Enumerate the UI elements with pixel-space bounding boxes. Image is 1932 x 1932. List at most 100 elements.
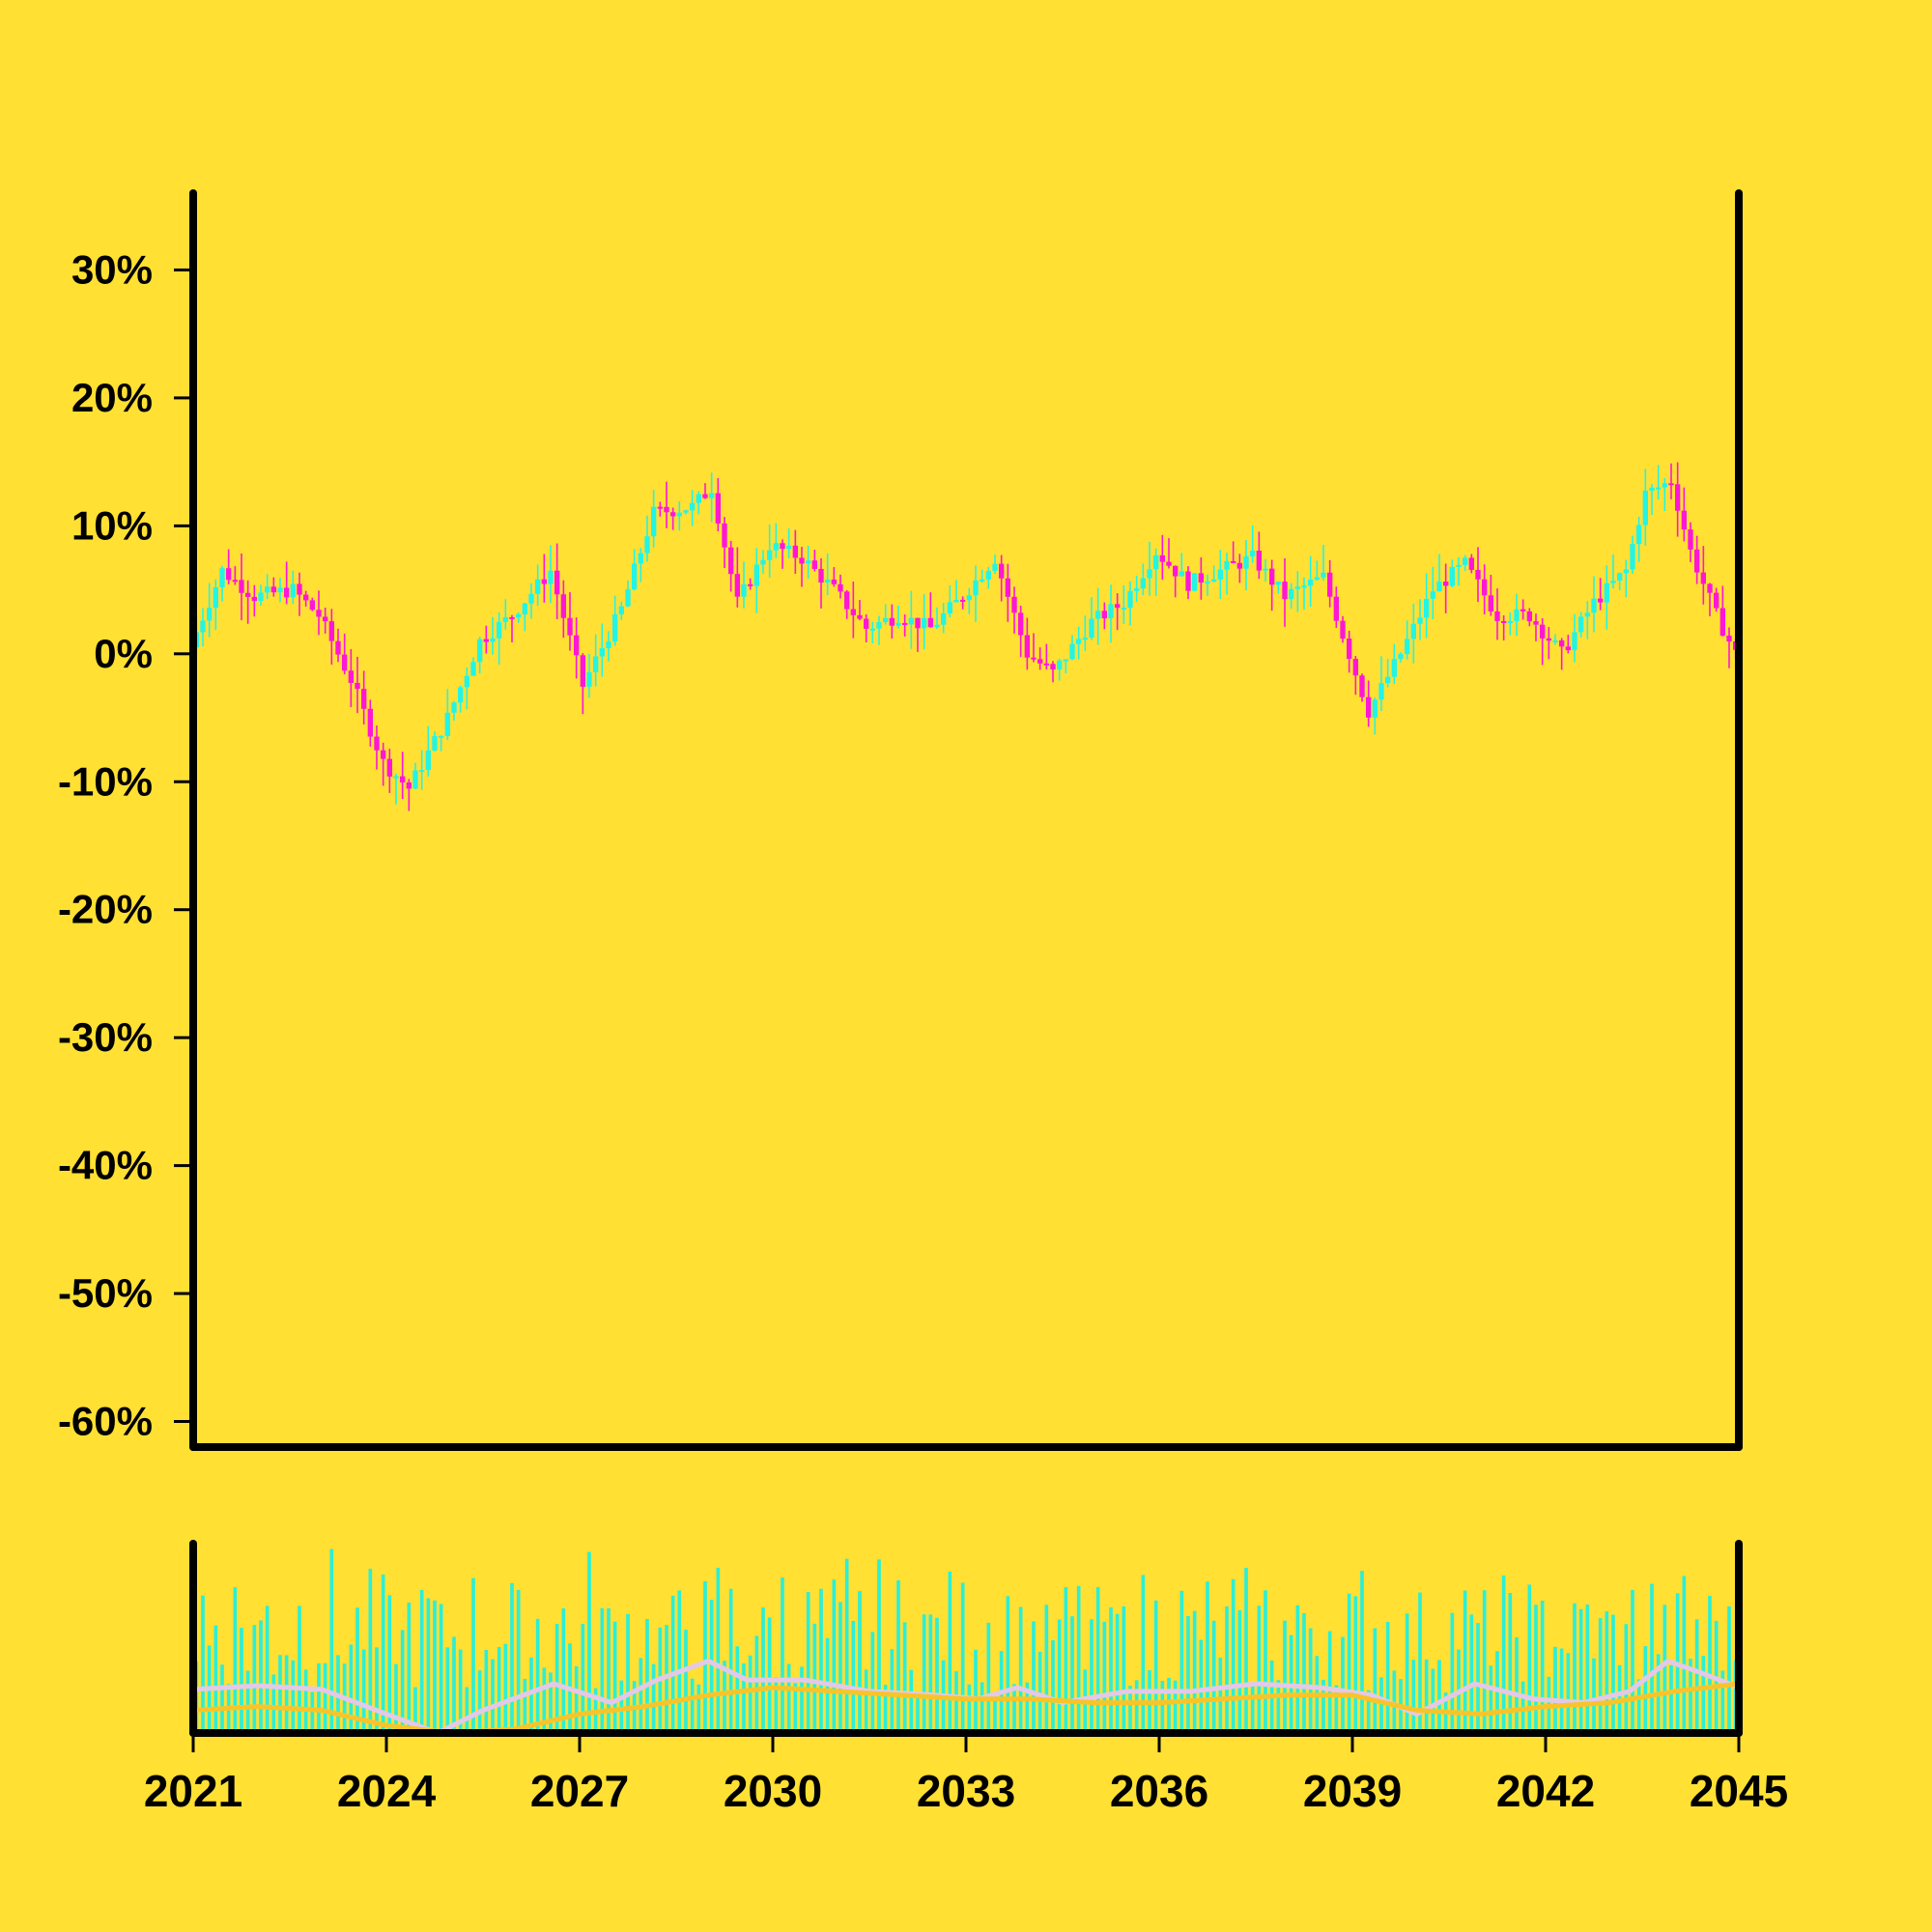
candle-body [328, 621, 334, 641]
candle-body [1185, 571, 1191, 591]
candle [483, 625, 489, 654]
candle [1424, 573, 1430, 639]
volume-bar [600, 1607, 605, 1733]
y-tick-label: 20% [71, 375, 153, 420]
candle-body [490, 638, 496, 642]
candle-body [876, 621, 882, 629]
volume-bar [381, 1574, 385, 1733]
candle-body [799, 557, 805, 564]
volume-bar [542, 1667, 547, 1733]
volume-bar [213, 1625, 218, 1733]
candle [432, 731, 438, 753]
candle-body [1314, 577, 1320, 580]
candle [792, 529, 798, 574]
volume-bar [1102, 1621, 1107, 1733]
candle-body [464, 675, 469, 688]
candle [1236, 554, 1242, 583]
candle [1147, 541, 1152, 596]
candle [857, 600, 863, 621]
candle [651, 490, 657, 548]
volume-bar [458, 1649, 463, 1733]
volume-bar [523, 1679, 527, 1733]
volume-bar [993, 1691, 997, 1733]
candle [850, 582, 856, 639]
candle [1468, 554, 1474, 574]
volume-bar [1347, 1593, 1351, 1733]
volume-bar [368, 1568, 373, 1733]
volume-bar [503, 1643, 508, 1733]
volume-bar [1611, 1614, 1615, 1733]
candle-body [593, 656, 599, 672]
candle-body [1057, 660, 1063, 670]
candle-body [657, 506, 663, 509]
volume-bar [1211, 1620, 1216, 1733]
candle-body [1294, 586, 1300, 589]
volume-bar [612, 1621, 617, 1733]
candle-body [1675, 484, 1681, 511]
candle-body [748, 583, 753, 586]
candle-body [1231, 560, 1236, 563]
candle-body [509, 616, 515, 619]
candle-body [908, 617, 914, 625]
candle [625, 580, 631, 608]
candle-body [612, 613, 618, 642]
candle-body [335, 640, 341, 655]
volume-bar [1160, 1681, 1165, 1733]
candle-body [1359, 675, 1365, 697]
candle [1037, 647, 1043, 670]
volume-bar [670, 1595, 675, 1733]
candle [1166, 538, 1172, 569]
candle-body [786, 545, 792, 550]
volume-bar [1392, 1670, 1397, 1733]
volume-bar [426, 1598, 431, 1733]
candle-body [342, 654, 348, 671]
candle-body [1707, 583, 1713, 593]
volume-bar [1090, 1619, 1094, 1733]
candle-body [1333, 596, 1339, 621]
candle [574, 617, 580, 679]
volume-bar [387, 1595, 392, 1733]
volume-bar [974, 1649, 978, 1733]
candle [1559, 638, 1565, 670]
candle [406, 779, 412, 811]
candle-body [1630, 544, 1635, 570]
volume-bar [1206, 1581, 1209, 1733]
candle-body [831, 579, 837, 584]
volume-bar [742, 1662, 746, 1733]
x-tick-label: 2036 [1110, 1766, 1208, 1816]
candle-body [567, 617, 573, 636]
candle [1726, 627, 1732, 668]
candle-body [1688, 529, 1693, 550]
candle-body [844, 591, 850, 610]
candle-body [811, 560, 817, 569]
volume-bar [1708, 1596, 1712, 1733]
candle [226, 549, 232, 584]
candle [927, 592, 933, 628]
candle-body [753, 564, 759, 586]
volume-bar [1264, 1590, 1267, 1733]
candle-body [303, 594, 309, 601]
candle-body [1024, 635, 1030, 658]
candle [1327, 559, 1333, 608]
volume-bar [774, 1677, 779, 1733]
volume-bar [1720, 1670, 1725, 1733]
candle-body [477, 639, 483, 663]
volume-bar [1727, 1605, 1731, 1733]
candle-body [1043, 663, 1049, 666]
candle [960, 596, 966, 610]
candle-body [1572, 632, 1577, 651]
candle-body [1598, 598, 1604, 603]
candle-body [1108, 604, 1114, 619]
volume-bar [1431, 1668, 1435, 1733]
volume-bar [1566, 1653, 1571, 1733]
volume-bar [419, 1589, 424, 1733]
volume-bar [1231, 1578, 1236, 1733]
candle [902, 614, 908, 637]
volume-bar [651, 1663, 656, 1733]
volume-bar [819, 1588, 823, 1733]
volume-bar [1553, 1646, 1557, 1733]
volume-bar [639, 1658, 643, 1733]
candle-body [664, 506, 669, 513]
volume-bar [445, 1647, 450, 1733]
volume-bar [980, 1682, 984, 1733]
